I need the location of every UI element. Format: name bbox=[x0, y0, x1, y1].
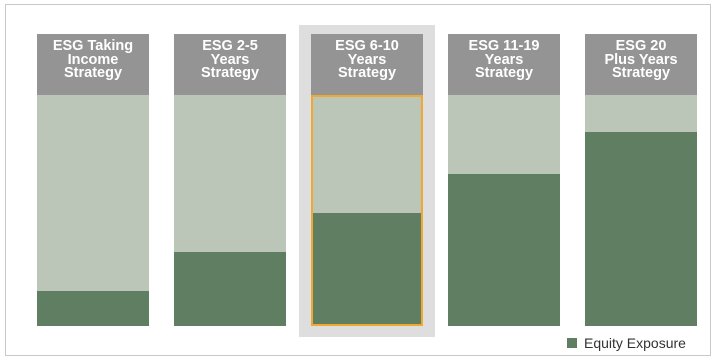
column-remainder-bar bbox=[585, 95, 697, 326]
equity-exposure-bar bbox=[311, 213, 423, 326]
column-header: ESG 6-10 Years Strategy bbox=[311, 34, 423, 95]
equity-exposure-bar bbox=[585, 132, 697, 326]
column-remainder-bar bbox=[174, 95, 286, 326]
legend-label-equity: Equity Exposure bbox=[584, 335, 686, 351]
equity-exposure-bar bbox=[448, 174, 560, 326]
column-header: ESG 20 Plus Years Strategy bbox=[585, 34, 697, 95]
chart-legend: Equity Exposure bbox=[567, 333, 686, 353]
equity-exposure-bar bbox=[174, 252, 286, 326]
column-remainder-bar bbox=[311, 95, 423, 326]
column-remainder-bar bbox=[448, 95, 560, 326]
legend-swatch-equity bbox=[567, 338, 577, 348]
column-header: ESG 11-19 Years Strategy bbox=[448, 34, 560, 95]
equity-exposure-bar bbox=[37, 291, 149, 326]
column-header: ESG 2-5 Years Strategy bbox=[174, 34, 286, 95]
column-header: ESG Taking Income Strategy bbox=[37, 34, 149, 95]
column-remainder-bar bbox=[37, 95, 149, 326]
